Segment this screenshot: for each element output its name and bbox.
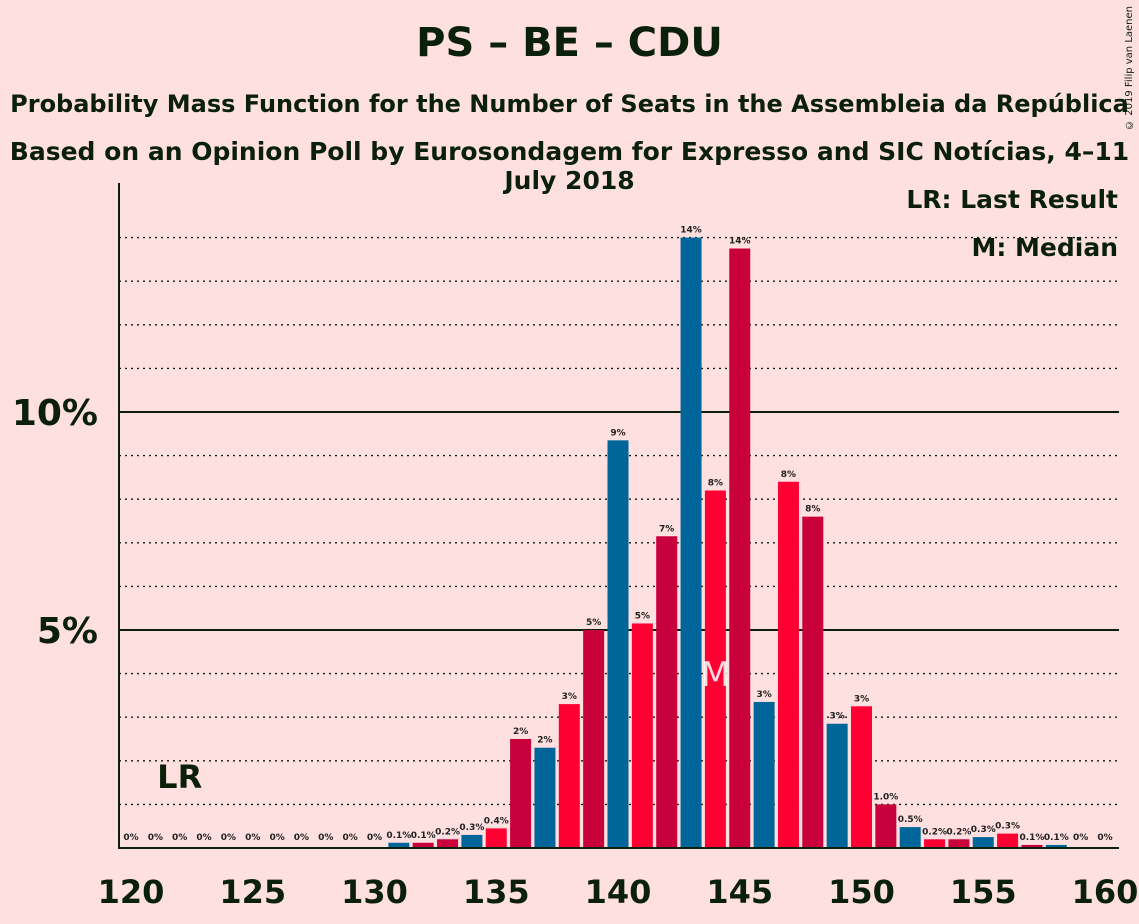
bar-seat-146 <box>753 701 775 848</box>
bar-value-label: 0.3% <box>971 825 996 835</box>
chart-title: PS – BE – CDU <box>416 20 723 66</box>
bar-value-label: 14% <box>680 226 702 236</box>
bar-value-label: 0.1% <box>1044 833 1069 843</box>
chart-source: Based on an Opinion Poll by Eurosondagem… <box>9 137 1130 195</box>
bar-value-label: 5% <box>586 618 601 628</box>
legend-last-result: LR: Last Result <box>906 185 1118 214</box>
x-tick-label: 120 <box>98 873 165 911</box>
bar-seat-143 <box>680 237 702 849</box>
y-tick-label: 10% <box>12 393 98 434</box>
bar-value-label: 14% <box>729 237 751 247</box>
bar-value-label: 0% <box>1097 833 1112 843</box>
bar-seat-149 <box>826 723 848 848</box>
chart-subtitle: Probability Mass Function for the Number… <box>10 90 1129 118</box>
bar-value-label: 0.5% <box>898 815 923 825</box>
bar-seat-135 <box>485 828 507 848</box>
bar-value-label: 0.4% <box>484 816 509 826</box>
bar-value-label: 0% <box>148 833 163 843</box>
bar-value-label: 0% <box>172 833 187 843</box>
bar-value-label: 0% <box>196 833 211 843</box>
bar-value-label: 9% <box>610 428 625 438</box>
bar-value-label: 3% <box>562 692 577 702</box>
bar-seat-142 <box>656 536 678 848</box>
bar-value-label: 0.3% <box>995 822 1020 832</box>
median-marker: M <box>701 655 730 695</box>
x-tick-label: 155 <box>950 873 1017 911</box>
x-tick-label: 135 <box>463 873 530 911</box>
bar-seat-134 <box>461 834 483 848</box>
bar-seat-148 <box>802 516 824 848</box>
bar-seat-133 <box>437 839 459 848</box>
bar-value-label: 0.3% <box>459 823 484 833</box>
bar-seat-141 <box>631 623 653 848</box>
bar-seat-144 <box>704 490 726 848</box>
bar-seat-145 <box>729 248 751 848</box>
bar-value-label: 0.2% <box>922 827 947 837</box>
x-tick-label: 145 <box>706 873 773 911</box>
bar-seat-132 <box>412 842 434 848</box>
bar-value-label: 0% <box>318 833 333 843</box>
bar-value-label: 3% <box>854 694 869 704</box>
bar-value-label: 0% <box>245 833 260 843</box>
bar-value-label: 0.2% <box>946 827 971 837</box>
bar-value-label: 2% <box>513 727 528 737</box>
bar-seat-140 <box>607 440 629 848</box>
bar-seat-137 <box>534 747 556 848</box>
bar-seat-139 <box>583 630 605 848</box>
bar-value-label: 8% <box>708 478 723 488</box>
x-tick-label: 125 <box>219 873 286 911</box>
bar-value-label: 0% <box>269 833 284 843</box>
bar-value-label: 0.1% <box>386 831 411 841</box>
bar-value-label: 0.1% <box>411 831 436 841</box>
bar-value-label: 0% <box>221 833 236 843</box>
bar-seat-154 <box>948 839 970 848</box>
bar-seat-152 <box>899 827 921 848</box>
bar-seat-147 <box>777 481 799 848</box>
bar-seat-138 <box>558 704 580 848</box>
bar-value-label: 8% <box>781 470 796 480</box>
x-tick-label: 160 <box>1072 873 1139 911</box>
bar-value-label: 0% <box>294 833 309 843</box>
bar-seat-136 <box>510 739 532 848</box>
y-tick-label: 5% <box>37 611 98 652</box>
bar-value-label: 0% <box>123 833 138 843</box>
legend-median: M: Median <box>971 233 1118 262</box>
last-result-marker: LR <box>157 758 202 796</box>
bar-seat-156 <box>997 833 1019 848</box>
bar-value-label: 3% <box>756 690 771 700</box>
bar-seat-157 <box>1021 844 1043 848</box>
bar-value-label: 0% <box>1073 833 1088 843</box>
bar-value-label: 2% <box>537 736 552 746</box>
bar-value-label: 0% <box>343 833 358 843</box>
bar-seat-153 <box>924 839 946 848</box>
bar-seat-158 <box>1045 844 1067 848</box>
bar-value-label: 0% <box>367 833 382 843</box>
bar-value-label: 8% <box>805 505 820 515</box>
x-tick-label: 150 <box>828 873 895 911</box>
x-tick-label: 140 <box>585 873 652 911</box>
bar-value-label: 7% <box>659 524 674 534</box>
bar-seat-150 <box>851 706 872 848</box>
bar-seat-151 <box>875 804 897 848</box>
bar-value-label: 0.1% <box>1019 833 1044 843</box>
bar-seat-131 <box>388 842 410 848</box>
bar-value-label: 3% <box>830 712 845 722</box>
bar-seat-155 <box>972 837 994 848</box>
bar-value-label: 1.0% <box>873 792 898 802</box>
x-tick-label: 130 <box>341 873 408 911</box>
bar-value-label: 5% <box>635 611 650 621</box>
bar-value-label: 0.2% <box>435 827 460 837</box>
